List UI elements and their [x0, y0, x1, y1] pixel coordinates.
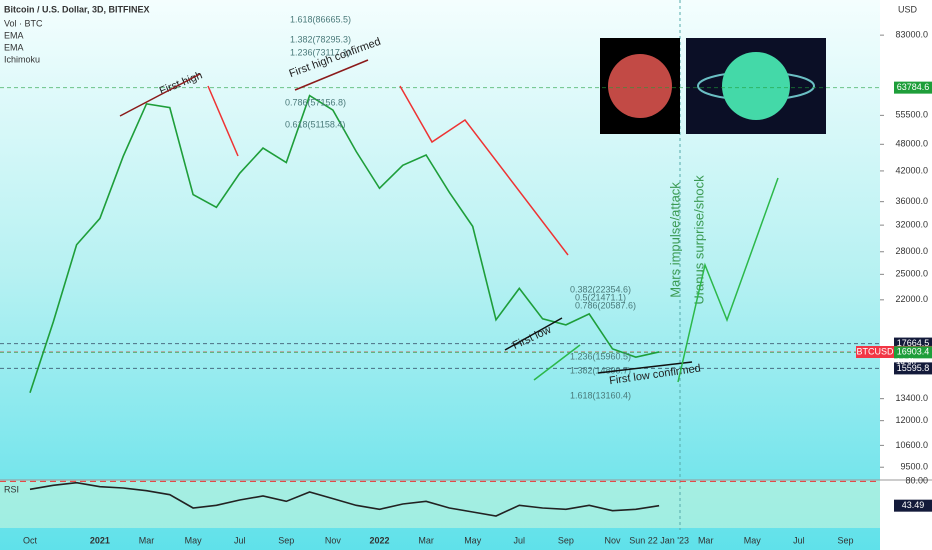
- x-tick-label: Sun 22 Jan '23: [629, 535, 689, 545]
- y-tick-label: 10600.0: [895, 440, 928, 450]
- x-tick-label: Jul: [793, 535, 805, 545]
- y-tick-label: 55500.0: [895, 110, 928, 120]
- price-badge: [894, 81, 932, 94]
- indicator: EMA: [4, 30, 24, 40]
- x-tick-label: Oct: [23, 535, 38, 545]
- indicator: Ichimoku: [4, 54, 40, 64]
- mars: [608, 54, 672, 118]
- y-tick-label: 22000.0: [895, 294, 928, 304]
- y-tick-label: 28000.0: [895, 246, 928, 256]
- y-tick-label: 12000.0: [895, 415, 928, 425]
- fib-label: 1.618(86665.5): [290, 14, 351, 24]
- fib-label: 1.236(15960.5): [570, 351, 631, 361]
- currency: USD: [898, 4, 918, 14]
- x-tick-label: Sep: [278, 535, 294, 545]
- price-label: 16903.4: [897, 347, 930, 357]
- arrow: [399, 85, 569, 256]
- y-tick-label: 48000.0: [895, 139, 928, 149]
- rsi-badge: [894, 499, 932, 512]
- x-tick-label: Mar: [139, 535, 155, 545]
- x-tick-label: 2022: [369, 535, 389, 545]
- x-tick-label: May: [185, 535, 203, 545]
- indicator: Vol · BTC: [4, 18, 43, 28]
- price-badge: [894, 346, 932, 359]
- y-tick-label: 80.00: [905, 476, 928, 486]
- arrow: [207, 85, 239, 157]
- arrow: [533, 344, 581, 381]
- fib-label: 1.382(78295.3): [290, 34, 351, 44]
- fib-label: 0.786(57156.8): [285, 97, 346, 107]
- price-label: 15595.8: [897, 363, 930, 373]
- x-tick-label: May: [744, 535, 762, 545]
- y-tick-label: 36000.0: [895, 196, 928, 206]
- symbol: BTCUSD: [856, 346, 894, 356]
- legend: Bitcoin / U.S. Dollar, 3D, BITFINEX Vol …: [4, 4, 150, 64]
- rsi-label: RSI: [4, 484, 19, 494]
- x-tick-label: 2021: [90, 535, 110, 545]
- countdown: 1d 6h: [896, 357, 916, 366]
- price-label: 17664.5: [897, 338, 930, 348]
- title: Bitcoin / U.S. Dollar, 3D, BITFINEX: [4, 4, 150, 14]
- x-tick-label: Sep: [837, 535, 853, 545]
- y-tick-label: 32000.0: [895, 220, 928, 230]
- x-tick-label: Nov: [325, 535, 342, 545]
- x-tick-label: Jul: [234, 535, 246, 545]
- annotation: Uranus surprise/shock: [691, 175, 706, 305]
- y-tick-label: 25000.0: [895, 269, 928, 279]
- indicator: EMA: [4, 42, 24, 52]
- y-tick-label: 9500.0: [900, 462, 928, 472]
- fib-label: 0.382(22354.6): [570, 284, 631, 294]
- price-badge: [894, 362, 932, 375]
- trend-line: [597, 361, 693, 374]
- rsi-value: 43.49: [902, 500, 925, 510]
- annotation: Mars impulse/attack: [667, 182, 682, 298]
- price-label: 63784.6: [897, 82, 930, 92]
- x-tick-label: Nov: [604, 535, 621, 545]
- fib-label: 1.382(14890.7): [570, 365, 631, 375]
- uranus: [722, 52, 790, 120]
- y-tick-label: 13400.0: [895, 393, 928, 403]
- y-tick-label: 42000.0: [895, 165, 928, 175]
- rsi-pane: [0, 480, 880, 528]
- fib-label: 1.618(13160.4): [570, 390, 631, 400]
- fib-label: 0.618(51158.4): [285, 119, 345, 129]
- trend-line: [504, 317, 563, 351]
- rsi-line: [29, 481, 660, 517]
- fib-label: 0.5(21471.1): [575, 292, 626, 302]
- x-tick-label: Jul: [514, 535, 526, 545]
- x-tick-label: May: [464, 535, 482, 545]
- fib-label: 0.786(20587.6): [575, 300, 636, 310]
- y-tick-label: 83000.0: [895, 30, 928, 40]
- arrow: [677, 177, 779, 383]
- x-tick-label: Mar: [418, 535, 434, 545]
- x-tick-label: Mar: [698, 535, 714, 545]
- trend-line: [294, 59, 369, 91]
- fib-label: 1.236(73117.1): [290, 47, 350, 57]
- trend-line: [119, 73, 201, 117]
- x-tick-label: Sep: [558, 535, 574, 545]
- symbol-badge: [856, 346, 894, 358]
